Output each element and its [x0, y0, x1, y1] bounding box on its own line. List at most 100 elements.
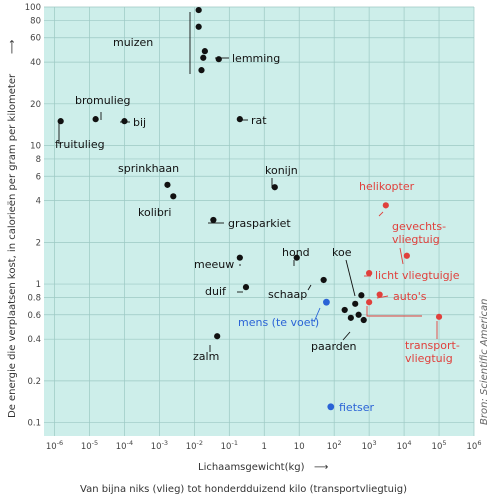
y-tick-label: 0.6: [27, 311, 41, 321]
label-mens-te-voet-: mens (te voet): [238, 316, 319, 329]
data-point-koe: [358, 292, 365, 299]
y-tick-label: 4: [36, 197, 41, 207]
data-point-transportvliegtuig: [435, 313, 443, 320]
label-kolibri: kolibri: [138, 206, 171, 219]
data-point-grasparkiet: [210, 216, 217, 224]
data-point-fietser: [327, 403, 335, 411]
y-tick-label: 0.2: [27, 377, 41, 387]
label-rat: rat: [251, 114, 267, 127]
x-tick-label: 10: [294, 442, 305, 452]
label-duif: duif: [205, 285, 227, 298]
label-fruitulieg: fruitulieg: [55, 138, 105, 151]
label-auto-s: auto's: [393, 290, 427, 303]
data-point-lemming: [215, 56, 222, 63]
leader-line: [342, 331, 351, 341]
leader-line: [307, 284, 312, 291]
x-tick-label: 10-5: [81, 439, 98, 452]
x-tick-label: 10-4: [116, 439, 133, 452]
data-point-paarden: [341, 306, 348, 314]
data-point-paarden: [347, 314, 354, 321]
data-point-auto-s: [376, 291, 383, 298]
data-point-muizen: [200, 54, 207, 61]
x-tick-label: 105: [432, 439, 447, 452]
y-tick-label: 6: [36, 172, 41, 182]
data-points: [57, 6, 443, 411]
x-tick-label: 102: [327, 439, 342, 452]
leader-line: [378, 211, 384, 217]
label-zalm: zalm: [193, 350, 219, 363]
source-credit: Bron: Scientific American: [479, 298, 490, 425]
plot-area: [44, 7, 474, 436]
data-point-schaap: [320, 276, 327, 284]
label-bij: bij: [133, 116, 146, 129]
x-tick-label: 10-1: [221, 439, 238, 452]
x-axis-label: Lichaamsgewicht(kg): [198, 462, 305, 473]
y-tick-label: 0.4: [27, 335, 41, 345]
label-sprinkhaan: sprinkhaan: [118, 162, 179, 175]
y-tick-label: 60: [30, 34, 41, 44]
label-muizen: muizen: [113, 36, 153, 49]
label-transport-vliegtuig: transport-vliegtuig: [405, 339, 460, 365]
leader-line: [366, 306, 422, 317]
data-point-hond: [293, 254, 300, 261]
label-bromulieg: bromulieg: [75, 94, 131, 107]
y-axis-label: De energie die verplaatsen kost, in calo…: [7, 73, 18, 418]
data-point-muizen: [195, 6, 202, 14]
label-konijn: konijn: [265, 164, 298, 177]
leader-line: [345, 259, 356, 297]
leader-line: [376, 295, 389, 299]
label-schaap: schaap: [268, 288, 307, 301]
label-meeuw: meeuw: [194, 258, 234, 271]
y-tick-label: 20: [30, 100, 41, 110]
x-tick-label: 10-3: [151, 439, 168, 452]
leader-line: [399, 247, 404, 265]
x-tick-label: 10-6: [46, 439, 63, 452]
data-point-paarden: [360, 316, 367, 324]
x-axis-arrow-icon: ⟶: [314, 462, 328, 473]
y-tick-label: 10: [30, 142, 41, 152]
y-tick-label: 40: [30, 58, 41, 68]
chart-subtitle: Van bijna niks (vlieg) tot honderdduizen…: [80, 484, 407, 495]
label-paarden: paarden: [311, 340, 357, 353]
y-tick-label: 8: [36, 155, 41, 165]
label-gevechts-vliegtuig: gevechts-vliegtuig: [392, 220, 446, 246]
y-tick-label: 2: [36, 238, 41, 248]
leader-line: [313, 307, 321, 323]
label-licht-vliegtuigje: licht vliegtuigje: [375, 269, 460, 282]
label-fietser: fietser: [339, 401, 375, 414]
data-point-konijn: [271, 184, 278, 191]
x-tick-label: 106: [467, 439, 482, 452]
data-point-duif: [242, 284, 250, 291]
data-point-gevechtsvliegtuig: [403, 252, 410, 259]
y-tick-label: 80: [30, 16, 41, 26]
x-tick-label: 103: [362, 439, 377, 452]
data-point-bromulieg: [92, 116, 99, 123]
data-point-rat: [236, 116, 243, 123]
data-point-bij: [121, 118, 128, 125]
data-point-zalm: [214, 333, 221, 340]
data-point-mens-te-voet-: [323, 298, 330, 306]
data-point-kolibri: [170, 193, 177, 200]
label-koe: koe: [332, 246, 352, 259]
data-point-meeuw: [236, 254, 243, 261]
label-lemming: lemming: [232, 52, 280, 65]
label-hond: hond: [282, 246, 310, 259]
data-point-sprinkhaan: [164, 181, 171, 188]
data-point-muizen: [201, 48, 208, 55]
y-axis-ticks: 100 80 60 40 20 10 8 6 4 2 1 0.8 0.6 0.4 0.2 0.1: [25, 3, 41, 429]
y-tick-label: 0.1: [27, 419, 41, 429]
grid-lines: [44, 6, 475, 436]
data-point-helikopter: [382, 202, 389, 209]
y-tick-label: 1: [36, 280, 41, 290]
x-tick-label: 1: [262, 442, 267, 452]
data-point-paarden: [352, 300, 359, 307]
data-point-licht-vliegtuigje: [366, 269, 373, 277]
label-grasparkiet: grasparkiet: [228, 217, 291, 230]
y-tick-label: 100: [25, 3, 41, 13]
data-point-auto-s: [366, 299, 373, 306]
x-tick-label: 10-2: [186, 439, 203, 452]
x-axis-ticks: 10-6 10-5 10-4 10-3 10-2 10-1 1 10 102 103 104 105 1…: [46, 439, 482, 452]
x-tick-label: 104: [397, 439, 412, 452]
